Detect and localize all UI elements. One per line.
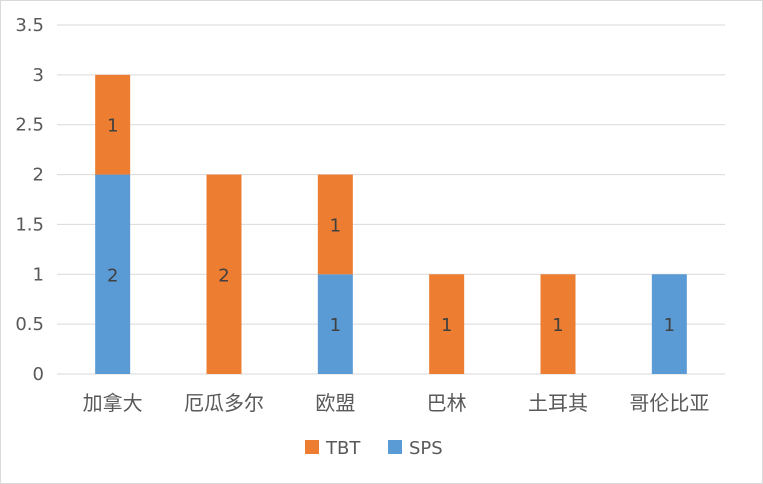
bar-tbt <box>540 274 576 374</box>
y-axis-ticks: 0 0.5 1 1.5 2 2.5 3 3.5 <box>15 15 44 385</box>
bar-tbt <box>95 74 131 175</box>
data-label: 1 <box>441 315 452 336</box>
legend-swatch-tbt <box>305 440 319 454</box>
legend-swatch-sps <box>388 440 402 454</box>
data-label: 1 <box>664 315 675 336</box>
x-category-label: 哥伦比亚 <box>629 391 709 415</box>
data-label: 1 <box>330 315 341 336</box>
bar-tbt <box>429 274 465 374</box>
y-tick-label: 3.5 <box>15 15 44 36</box>
x-category-label: 欧盟 <box>315 391 355 415</box>
data-label: 1 <box>330 215 341 236</box>
y-tick-label: 1 <box>33 264 44 285</box>
x-category-label: 加拿大 <box>83 391 143 415</box>
bars: 2 1 2 1 1 1 1 1 <box>95 74 687 374</box>
y-tick-label: 2 <box>33 165 44 186</box>
gridlines <box>57 24 725 375</box>
x-axis-categories: 加拿大 厄瓜多尔 欧盟 巴林 土耳其 哥伦比亚 <box>83 391 710 415</box>
legend-label-sps: SPS <box>409 438 443 459</box>
y-tick-label: 1.5 <box>15 214 44 235</box>
data-label: 2 <box>218 265 229 286</box>
y-tick-label: 0 <box>33 364 44 385</box>
bar-sps <box>651 274 687 374</box>
legend-label-tbt: TBT <box>325 438 361 459</box>
x-category-label: 巴林 <box>427 391 467 415</box>
data-label: 1 <box>107 116 118 137</box>
bar-tbt <box>317 174 353 275</box>
bar-sps <box>95 174 131 374</box>
bar-sps <box>317 274 353 374</box>
y-tick-label: 3 <box>33 65 44 86</box>
x-category-label: 厄瓜多尔 <box>184 391 264 415</box>
y-tick-label: 2.5 <box>15 115 44 136</box>
y-tick-label: 0.5 <box>15 314 44 335</box>
x-category-label: 土耳其 <box>528 391 588 415</box>
legend: TBT SPS <box>305 438 443 459</box>
bar-tbt <box>206 174 242 374</box>
data-label: 2 <box>107 265 118 286</box>
data-label: 1 <box>552 315 563 336</box>
